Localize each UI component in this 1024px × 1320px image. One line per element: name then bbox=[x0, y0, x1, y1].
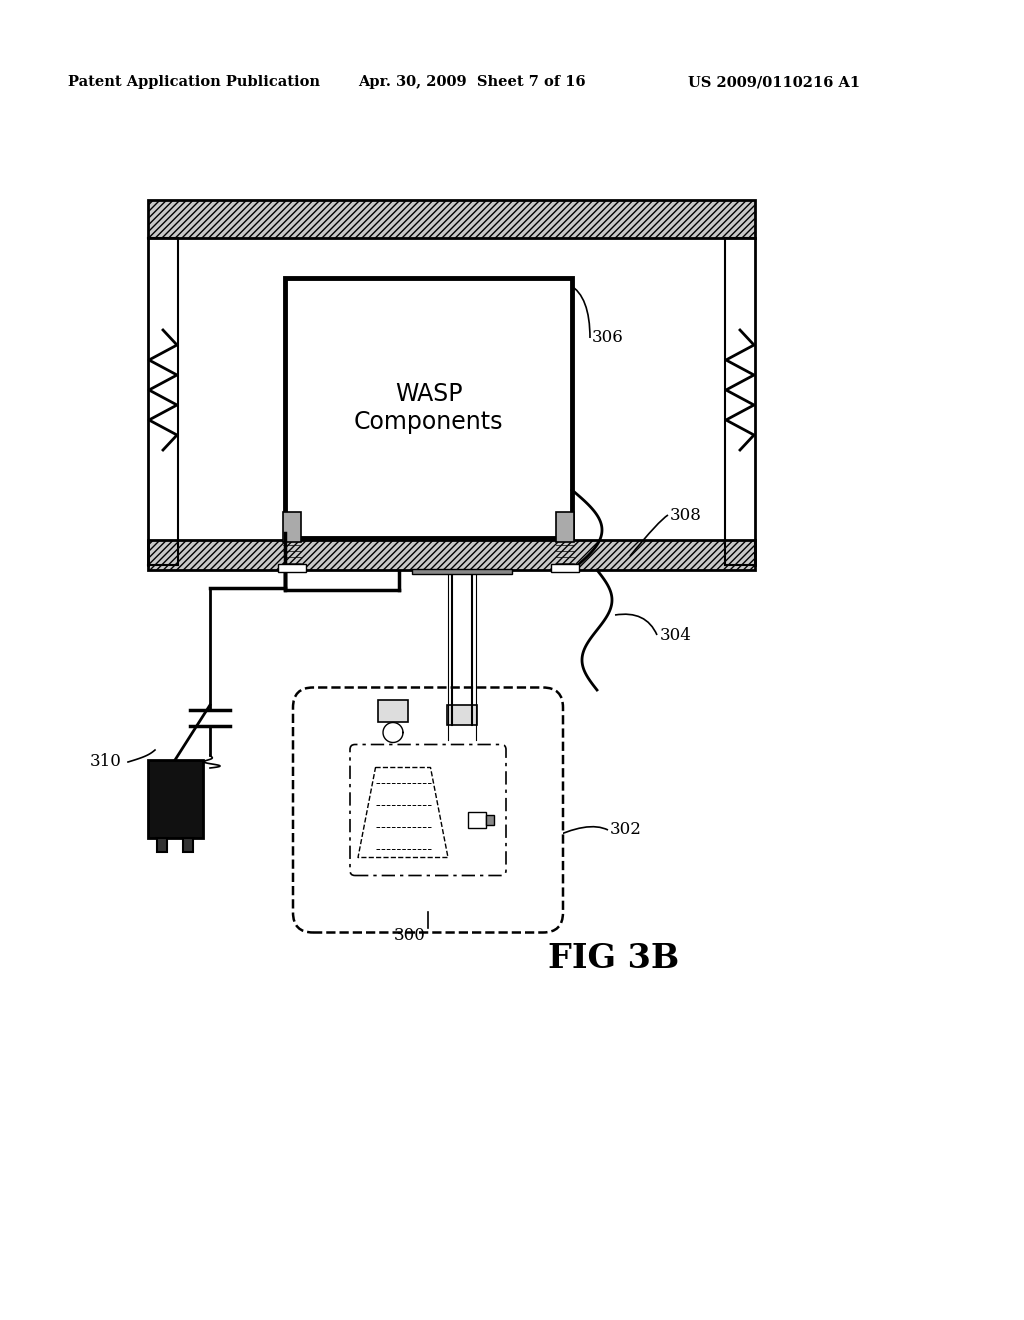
Text: 302: 302 bbox=[610, 821, 642, 838]
Text: 310: 310 bbox=[90, 754, 122, 771]
Text: 308: 308 bbox=[670, 507, 701, 524]
Bar bbox=[556, 512, 574, 543]
FancyBboxPatch shape bbox=[350, 744, 506, 875]
Bar bbox=[147, 760, 203, 838]
Bar bbox=[285, 279, 572, 539]
Text: 300: 300 bbox=[394, 927, 426, 944]
Text: 304: 304 bbox=[660, 627, 692, 644]
Bar bbox=[278, 564, 306, 572]
Bar bbox=[183, 838, 193, 851]
Bar bbox=[486, 814, 494, 825]
Text: US 2009/0110216 A1: US 2009/0110216 A1 bbox=[688, 75, 860, 88]
Bar bbox=[551, 564, 579, 572]
Text: WASP
Components: WASP Components bbox=[353, 381, 503, 434]
Text: Patent Application Publication: Patent Application Publication bbox=[68, 75, 319, 88]
Text: Apr. 30, 2009  Sheet 7 of 16: Apr. 30, 2009 Sheet 7 of 16 bbox=[358, 75, 586, 88]
Text: FIG 3B: FIG 3B bbox=[548, 941, 679, 974]
Bar bbox=[412, 569, 512, 574]
Bar bbox=[148, 201, 755, 238]
Bar bbox=[283, 512, 301, 543]
FancyBboxPatch shape bbox=[293, 688, 563, 932]
Bar bbox=[378, 700, 408, 722]
Bar bbox=[157, 838, 167, 851]
Bar bbox=[468, 812, 486, 828]
Bar bbox=[447, 705, 477, 725]
Bar bbox=[148, 540, 755, 570]
Text: 306: 306 bbox=[592, 330, 624, 346]
